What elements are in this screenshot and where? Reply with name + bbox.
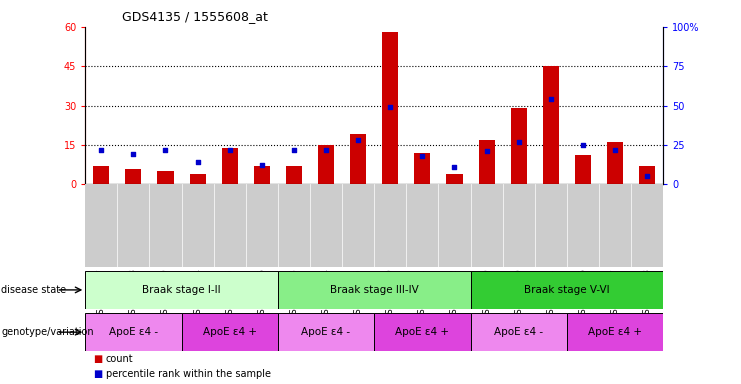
Point — [352, 137, 364, 143]
Text: genotype/variation: genotype/variation — [1, 327, 94, 337]
Bar — [85, 313, 182, 351]
Text: percentile rank within the sample: percentile rank within the sample — [106, 369, 271, 379]
Bar — [471, 271, 663, 309]
Text: Braak stage V-VI: Braak stage V-VI — [524, 285, 610, 295]
Text: disease state: disease state — [1, 285, 67, 295]
Bar — [446, 174, 462, 184]
Text: ApoE ε4 +: ApoE ε4 + — [203, 327, 256, 337]
Bar — [607, 142, 623, 184]
Point — [320, 147, 332, 153]
Point — [96, 147, 107, 153]
Bar — [382, 32, 399, 184]
Point — [481, 148, 493, 154]
Text: ■: ■ — [93, 354, 102, 364]
Text: Braak stage I-II: Braak stage I-II — [142, 285, 221, 295]
Bar — [639, 166, 655, 184]
Point — [159, 147, 171, 153]
Point — [641, 174, 653, 180]
Bar — [222, 147, 238, 184]
Bar — [350, 134, 366, 184]
Point — [416, 153, 428, 159]
Bar — [414, 153, 431, 184]
Bar — [190, 174, 205, 184]
Text: ApoE ε4 -: ApoE ε4 - — [494, 327, 543, 337]
Point — [127, 151, 139, 157]
Bar — [286, 166, 302, 184]
Text: ■: ■ — [93, 369, 102, 379]
Point — [545, 96, 556, 103]
Bar — [542, 66, 559, 184]
Bar — [278, 313, 374, 351]
Point — [192, 159, 204, 166]
Bar — [278, 271, 471, 309]
Bar — [253, 166, 270, 184]
Bar — [93, 166, 110, 184]
Text: Braak stage III-IV: Braak stage III-IV — [330, 285, 419, 295]
Text: ApoE ε4 -: ApoE ε4 - — [302, 327, 350, 337]
Point — [224, 147, 236, 153]
Bar — [575, 156, 591, 184]
Point — [288, 147, 300, 153]
Bar — [374, 313, 471, 351]
Bar — [125, 169, 142, 184]
Bar — [567, 313, 663, 351]
Text: ApoE ε4 +: ApoE ε4 + — [588, 327, 642, 337]
Bar — [318, 145, 334, 184]
Bar — [479, 140, 495, 184]
Point — [256, 162, 268, 169]
Bar — [182, 313, 278, 351]
Bar — [511, 108, 527, 184]
Bar — [471, 313, 567, 351]
Bar — [85, 271, 278, 309]
Text: ApoE ε4 +: ApoE ε4 + — [396, 327, 449, 337]
Point — [513, 139, 525, 145]
Point — [609, 147, 621, 153]
Point — [448, 164, 460, 170]
Text: GDS4135 / 1555608_at: GDS4135 / 1555608_at — [122, 10, 268, 23]
Bar — [157, 171, 173, 184]
Text: count: count — [106, 354, 133, 364]
Point — [577, 142, 589, 148]
Point — [385, 104, 396, 110]
Text: ApoE ε4 -: ApoE ε4 - — [109, 327, 158, 337]
